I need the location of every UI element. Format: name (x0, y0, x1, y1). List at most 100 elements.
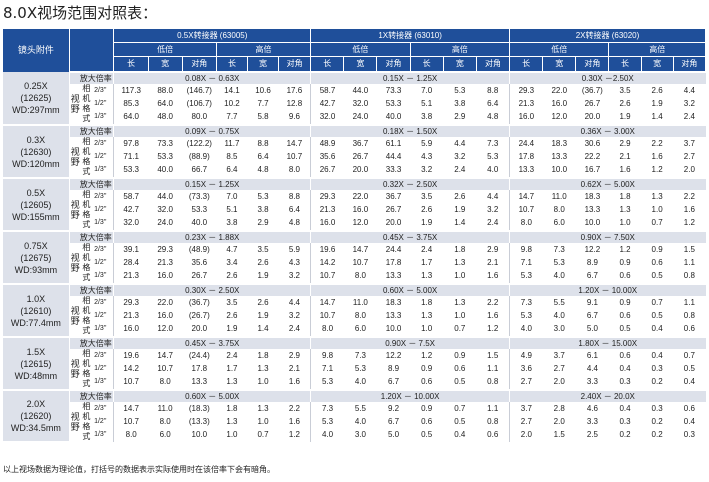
table-cell: 1.8 (454, 244, 466, 254)
table-cell: 5.9 (421, 138, 433, 148)
camera-format-label: 相机格式 (81, 243, 92, 284)
magnification-range: 0.62X － 5.00X (509, 177, 706, 190)
table-cell: 42.7 (310, 97, 344, 111)
table-cell: 2.6 (421, 204, 433, 214)
table-cell: 3.5 (421, 191, 433, 201)
table-cell: 0.9 (619, 297, 631, 307)
dim-header: 对角 (278, 56, 312, 73)
table-cell: 16.0 (157, 271, 173, 281)
table-cell: 8.5 (226, 151, 238, 161)
table-cell: 44.0 (157, 191, 173, 201)
table-cell: 0.9 (651, 244, 663, 254)
dim-header: 对角 (376, 56, 411, 73)
dim-header: 宽 (640, 56, 674, 73)
zoom-high-header: 高倍 (215, 42, 312, 57)
magnification-range: 0.45X － 3.75X (310, 230, 510, 243)
table-cell: 16.0 (551, 98, 568, 108)
table-cell: 11.0 (352, 297, 368, 307)
table-cell: 5.3 (354, 363, 366, 373)
table-cell: 1.4 (454, 218, 466, 228)
format-char: 相 (82, 137, 91, 146)
table-row: 1/3'' 8.0 6.0 10.0 1.0 0.7 1.2 4.0 3.0 5.0 0.5 0.4 0… (3, 428, 706, 442)
table-cell: 0.3 (619, 416, 631, 426)
table-cell: 1.8 (619, 191, 631, 201)
format-char: 格 (82, 157, 91, 166)
table-cell: (73.3) (188, 191, 210, 201)
table-cell: 1.1 (683, 297, 695, 307)
page-title: 8.0X视场范围对照表： (3, 4, 158, 22)
table-cell: (36.7) (581, 85, 603, 95)
table-cell: 53.3 (157, 151, 173, 161)
table-cell: 10.0 (191, 430, 208, 440)
magnification-range: 0.08X － 0.63X (113, 71, 311, 84)
table-cell: 0.9 (421, 363, 433, 373)
magnification-label: 放大倍率 (69, 230, 114, 243)
table-cell: 8.0 (288, 165, 300, 175)
table-row: 视野相机格式 2/3'' 97.8 73.3 (122.2) 11.7 8.8 14.7 48.… (3, 137, 706, 176)
lens-code: (12610) (20, 305, 52, 316)
table-cell: 8.0 (354, 271, 366, 281)
table-cell: 2.4 (487, 218, 499, 228)
table-cell: 21.3 (310, 203, 344, 217)
lens-name: 0.5X (26, 187, 46, 198)
table-cell: 11.7 (224, 138, 240, 148)
table-row: 1/3'' 10.7 8.0 13.3 1.3 1.0 1.6 5.3 4.0 6.7 0.6 0.5… (3, 375, 706, 390)
sensor-size: 1/3'' (94, 219, 107, 227)
table-cell: 13.3 (191, 377, 208, 387)
table-cell: 7.3 (553, 244, 565, 254)
table-cell: 2.1 (619, 151, 631, 161)
lens-cell: 0.5X (12605) WD:155mm (3, 178, 70, 232)
table-cell: 36.7 (385, 191, 402, 201)
table-cell: 85.3 (113, 97, 149, 111)
table-cell: 6.4 (226, 165, 238, 175)
magnification-label: 放大倍率 (69, 124, 114, 137)
table-cell: 13.3 (584, 204, 601, 214)
table-cell: 1.9 (257, 310, 269, 320)
camera-format-label: 相机格式 (81, 349, 92, 390)
table-cell: 2.4 (421, 244, 433, 254)
lens-wd: WD:34.5mm (10, 423, 61, 433)
table-cell: 2.0 (683, 165, 695, 175)
lens-code: (12630) (20, 146, 52, 157)
table-row: 视野相机格式 2/3'' 58.7 44.0 (73.3) 7.0 5.3 8.8 29.3 22… (3, 190, 706, 229)
table-cell: 4.4 (454, 138, 466, 148)
table-cell: 14.2 (310, 256, 344, 270)
table-cell: 32.0 (352, 98, 369, 108)
table-cell: 0.4 (651, 350, 663, 360)
sensor-size: 1/2'' (94, 99, 107, 107)
lens-code: (12675) (20, 252, 52, 263)
sensor-size: 1/3'' (94, 378, 107, 386)
dim-header: 对角 (672, 56, 707, 73)
table-cell: 73.3 (385, 85, 402, 95)
sensor-size: 1/3'' (94, 113, 107, 121)
table-cell: 5.1 (226, 204, 238, 214)
table-cell: 36.7 (352, 138, 369, 148)
magnification-range: 0.36X － 3.00X (509, 124, 706, 137)
table-row: 1/3'' 64.0 48.0 80.0 7.7 5.8 9.6 32.0 24.0 40.0 3.… (3, 110, 706, 125)
table-cell: 0.8 (487, 416, 499, 426)
lens-name: 1.5X (26, 346, 46, 357)
table-cell: 0.9 (454, 350, 466, 360)
table-cell: 0.8 (683, 271, 695, 281)
table-cell: 1.6 (619, 165, 631, 175)
table-row: 视野相机格式 2/3'' 39.1 29.3 (48.9) 4.7 3.5 5.9 19.6 14… (3, 243, 706, 282)
table-cell: 1.0 (454, 271, 466, 281)
table-cell: 10.7 (352, 257, 369, 267)
format-char: 机 (82, 412, 91, 421)
field-of-view-label: 视野 (69, 402, 80, 442)
table-cell: 1.8 (226, 403, 238, 413)
table-cell: 1.5 (683, 244, 695, 254)
zoom-high-header: 高倍 (608, 42, 706, 57)
zoom-low-header: 低倍 (509, 42, 610, 57)
table-cell: 3.2 (288, 271, 300, 281)
table-cell: 9.8 (310, 349, 344, 363)
table-cell: 5.1 (421, 98, 433, 108)
table-cell: 2.6 (226, 310, 238, 320)
table-cell: 1.3 (651, 191, 663, 201)
table-cell: 26.7 (352, 151, 369, 161)
table-cell: 1.6 (651, 151, 663, 161)
table-cell: 0.6 (619, 271, 631, 281)
table-cell: 66.7 (191, 165, 208, 175)
fov-char: 野 (70, 104, 80, 114)
table-cell: 1.0 (257, 416, 269, 426)
